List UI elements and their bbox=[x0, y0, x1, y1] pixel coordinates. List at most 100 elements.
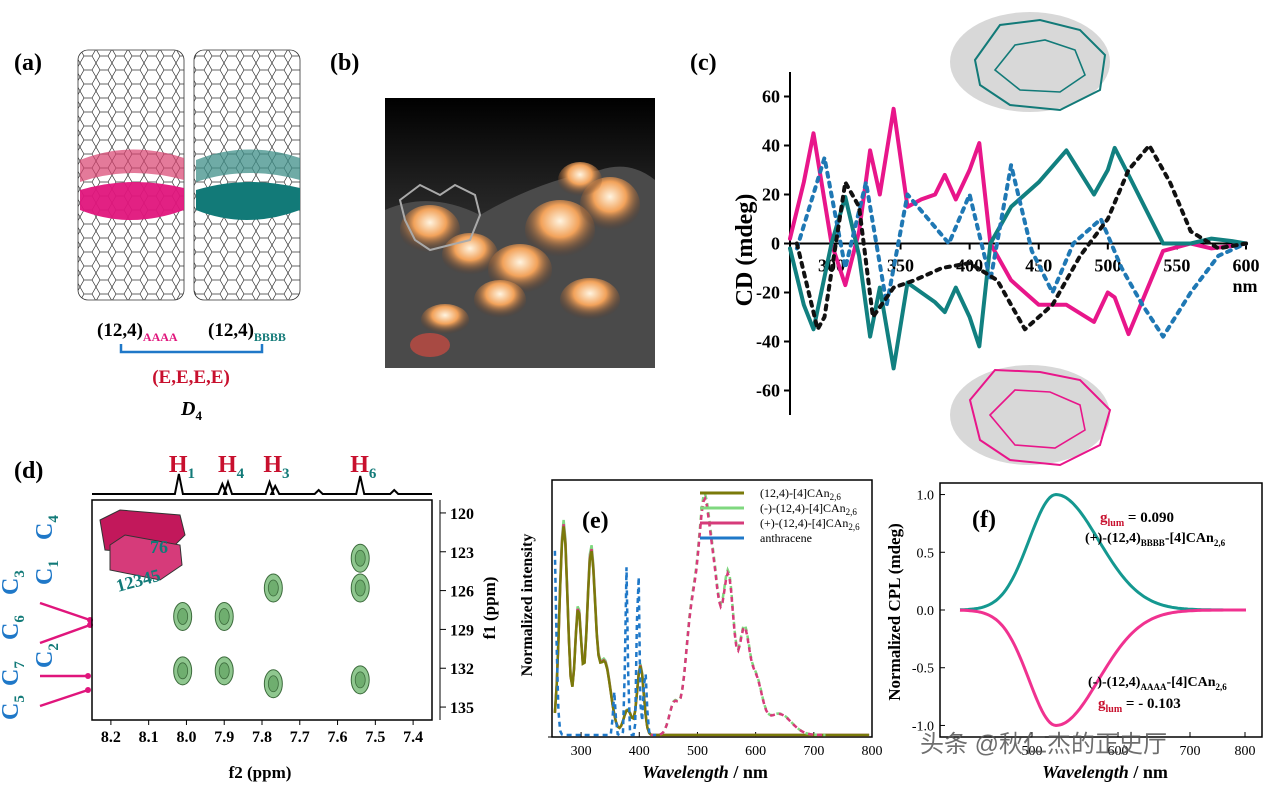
afm-image bbox=[385, 98, 655, 368]
d-crosspeak-core-6 bbox=[218, 662, 230, 680]
d-xtick-label: 7.7 bbox=[290, 729, 310, 746]
d-xtick-label: 8.2 bbox=[101, 729, 121, 746]
d-crosspeak-core-7 bbox=[267, 675, 279, 693]
d-crosspeak-core-0 bbox=[354, 549, 366, 567]
c-xtick-label: 550 bbox=[1163, 256, 1190, 276]
d-ytick-label: 120 bbox=[450, 506, 474, 523]
panel-e-label: (e) bbox=[582, 508, 609, 534]
d-carbon-label-0: C4 bbox=[32, 515, 62, 540]
f-ytick-label: -1.0 bbox=[912, 719, 934, 734]
watermark-text: 头条 @秋仁杰的正史厅 bbox=[920, 731, 1167, 758]
c-ytick-label: -40 bbox=[756, 332, 780, 352]
panel-a-label: (a) bbox=[14, 50, 42, 76]
f-xtick-label: 800 bbox=[1235, 744, 1256, 759]
right-tube-label: (12,4)BBBB bbox=[208, 320, 286, 344]
panel-a: (a) (12,4)AAAA (12,4)BBBB (E,E,E,E) D4 bbox=[14, 49, 301, 423]
molecule-pink-graphic bbox=[950, 365, 1112, 467]
d-arrow-1 bbox=[39, 623, 91, 645]
c-ytick-label: 40 bbox=[762, 136, 780, 156]
d-peak-label-2: H3 bbox=[263, 452, 289, 482]
f-ytick-label: 0.5 bbox=[917, 546, 935, 561]
right-nanotube-graphic bbox=[193, 49, 301, 301]
d-crosspeak-core-3 bbox=[177, 608, 189, 625]
d-xtick-label: 8.1 bbox=[139, 729, 159, 746]
f-ytick-label: 0.0 bbox=[917, 604, 935, 619]
left-tube-label: (12,4)AAAA bbox=[97, 320, 178, 344]
panel-b: (b) bbox=[330, 50, 655, 368]
d-carbon-label-1: C1 bbox=[32, 560, 62, 585]
e-xtick-label: 300 bbox=[571, 744, 592, 759]
d-carbon-label-4: C2 bbox=[32, 643, 62, 668]
svg-text:glum = 0.090: glum = 0.090 bbox=[1100, 510, 1174, 529]
svg-text:(+)-(12,4)BBBB-[4]CAn2,6: (+)-(12,4)BBBB-[4]CAn2,6 bbox=[1085, 531, 1226, 548]
d-xtick-label: 7.4 bbox=[403, 729, 423, 746]
e-xtick-label: 800 bbox=[862, 744, 883, 759]
bracket-line bbox=[119, 344, 264, 354]
e-legend-label-0: (12,4)-[4]CAn2,6 bbox=[760, 486, 841, 502]
f-ytick-label: 1.0 bbox=[917, 489, 935, 504]
f-ylabel: Normalized CPL (mdeg) bbox=[885, 523, 904, 701]
d-carbon-label-5: C7 bbox=[0, 661, 28, 686]
d-arrow-0 bbox=[39, 601, 91, 622]
c-ytick-label: 60 bbox=[762, 87, 780, 107]
c-xtick-label: 400 bbox=[956, 256, 983, 276]
d-peak-label-1: H4 bbox=[218, 452, 245, 482]
c-ytick-label: 0 bbox=[771, 234, 780, 254]
e-abs-plus bbox=[553, 524, 870, 737]
d-crosspeak-core-2 bbox=[267, 579, 279, 597]
e-em-plus bbox=[650, 495, 826, 737]
c-series-line-3 bbox=[794, 143, 1248, 332]
d-xtick-label: 7.6 bbox=[328, 729, 348, 746]
config-label: (E,E,E,E) bbox=[152, 367, 230, 388]
e-xtick-label: 700 bbox=[803, 744, 824, 759]
panel-e: (e) Normalized intensity 300 400 500 600 700… bbox=[519, 479, 883, 782]
d-ytick-label: 132 bbox=[450, 661, 474, 678]
panel-f-label: (f) bbox=[972, 507, 996, 533]
e-abs-racemic bbox=[553, 526, 870, 737]
f-ytick-label: -0.5 bbox=[912, 662, 934, 677]
d-peak-label-0: H1 bbox=[169, 452, 195, 482]
c-ylabel: CD (mdeg) bbox=[732, 194, 758, 307]
c-ytick-label: -20 bbox=[756, 283, 780, 303]
f-cpl-curve-1 bbox=[959, 608, 1246, 728]
d-carbon-label-2: C3 bbox=[0, 570, 28, 595]
f-xtick-label: 500 bbox=[1022, 744, 1043, 759]
d-xtick-label: 7.9 bbox=[214, 729, 234, 746]
d-crosspeak-core-4 bbox=[218, 608, 230, 625]
d-xlabel: f2 (ppm) bbox=[229, 763, 292, 782]
c-ytick-label: 20 bbox=[762, 185, 780, 205]
d-ytick-label: 123 bbox=[450, 545, 474, 562]
c-series-line-2 bbox=[794, 155, 1248, 339]
c-xtick-label: 500 bbox=[1094, 256, 1121, 276]
f-xtick-label: 700 bbox=[1180, 744, 1201, 759]
panel-b-label: (b) bbox=[330, 50, 359, 76]
e-xlabel: Wavelength / nm bbox=[642, 762, 768, 782]
e-legend-label-2: (+)-(12,4)-[4]CAn2,6 bbox=[760, 516, 860, 532]
d-ytick-label: 126 bbox=[450, 584, 474, 601]
d-peak-label-3: H6 bbox=[350, 452, 377, 482]
d-carbon-label-6: C5 bbox=[0, 695, 28, 720]
d-xtick-label: 8.0 bbox=[176, 729, 196, 746]
panel-d-label: (d) bbox=[14, 458, 43, 484]
e-xtick-label: 500 bbox=[687, 744, 708, 759]
d-xtick-label: 7.8 bbox=[252, 729, 272, 746]
f-xlabel: Wavelength / nm bbox=[1042, 762, 1168, 782]
panel-f: (f) Normalized CPL (mdeg) 1.0 0.5 0.0 -0.5 -… bbox=[885, 482, 1263, 782]
d-ring-numbers-top: 76 bbox=[150, 537, 168, 557]
c-ytick-label: -60 bbox=[756, 381, 780, 401]
symmetry-label: D4 bbox=[180, 398, 202, 423]
c-xunit: nm bbox=[1232, 276, 1257, 296]
d-arrowhead-2 bbox=[85, 673, 91, 679]
molecule-teal-graphic bbox=[950, 12, 1110, 112]
f-annotation-bottom: (-)-(12,4)AAAA-[4]CAn2,6 glum = - 0.103 bbox=[1088, 675, 1227, 715]
e-frame bbox=[551, 479, 873, 738]
d-ytick-label: 135 bbox=[450, 700, 474, 717]
e-xtick-label: 600 bbox=[745, 744, 766, 759]
d-crosspeak-core-8 bbox=[354, 671, 366, 689]
e-legend-label-1: (-)-(12,4)-[4]CAn2,6 bbox=[760, 501, 857, 517]
e-anthracene bbox=[553, 550, 657, 737]
left-nanotube-graphic bbox=[77, 49, 185, 301]
